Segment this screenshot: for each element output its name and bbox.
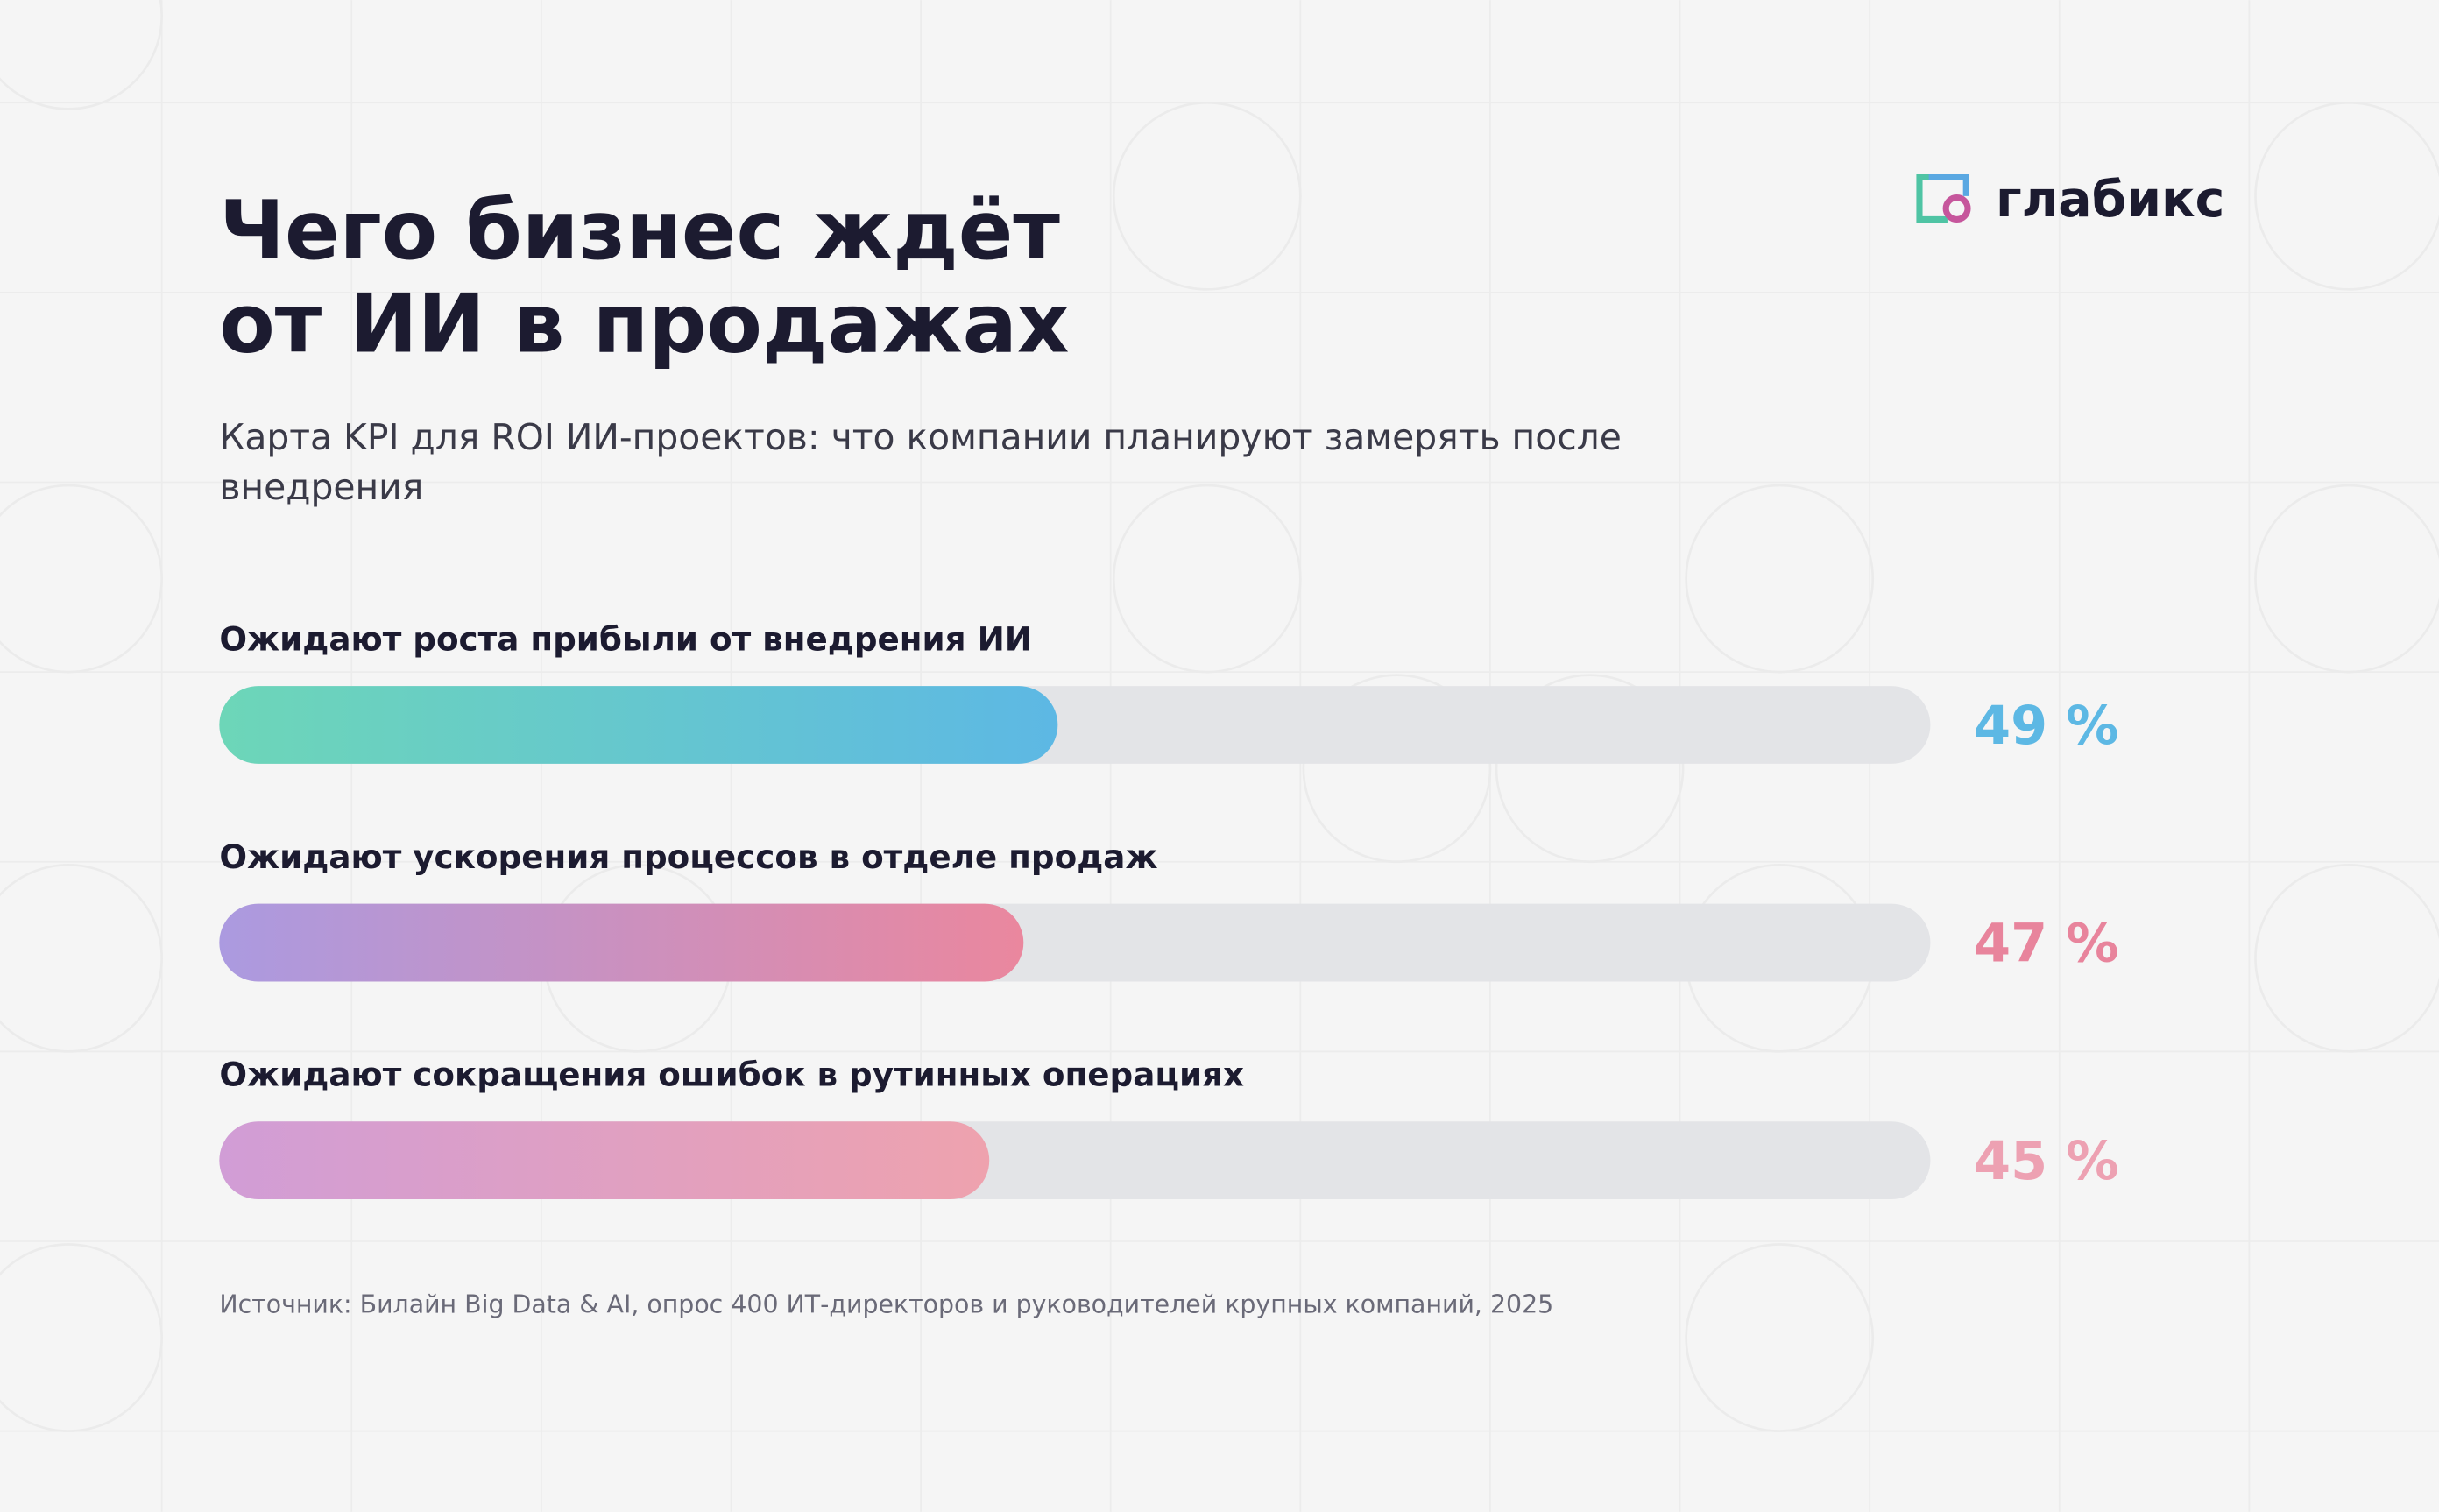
bg-circle <box>0 1243 163 1432</box>
source-note: Источник: Билайн Big Data & AI, опрос 40… <box>219 1290 1553 1319</box>
bg-circle <box>1302 674 1492 864</box>
chart-title: Чего бизнес ждёт <box>219 183 1060 278</box>
bar <box>219 1121 990 1200</box>
bg-circle <box>1685 484 1875 674</box>
logo-icon <box>1942 194 1971 223</box>
subtitle: внедрения <box>219 466 423 508</box>
bar <box>219 903 1024 982</box>
bg-circle <box>1112 101 1302 291</box>
category-label: Ожидают сокращения ошибок в рутинных опе… <box>219 1055 1244 1093</box>
category-label: Ожидают роста прибыли от внедрения ИИ <box>219 619 1032 658</box>
bar <box>219 686 1058 764</box>
chart-title: от ИИ в продажах <box>219 276 1069 371</box>
bg-circle <box>2254 484 2439 674</box>
bg-circle <box>1495 674 1685 864</box>
bg-circle <box>1685 1243 1875 1432</box>
bg-circle <box>0 484 163 674</box>
value-label: 45 % <box>1974 1131 2119 1192</box>
logo-icon <box>1928 173 1969 196</box>
bg-circle <box>0 0 163 110</box>
value-label: 47 % <box>1974 913 2119 974</box>
category-label: Ожидают ускорения процессов в отделе про… <box>219 837 1157 876</box>
bg-circle <box>1112 484 1302 674</box>
bg-circle <box>2254 863 2439 1053</box>
brand-name: глабикс <box>1996 171 2224 229</box>
subtitle: Карта KPI для ROI ИИ-проектов: что компа… <box>219 416 1622 458</box>
bg-circle <box>2254 101 2439 291</box>
brand-logo: глабикс <box>1916 171 2224 229</box>
bg-circle <box>0 863 163 1053</box>
value-label: 49 % <box>1974 696 2119 757</box>
